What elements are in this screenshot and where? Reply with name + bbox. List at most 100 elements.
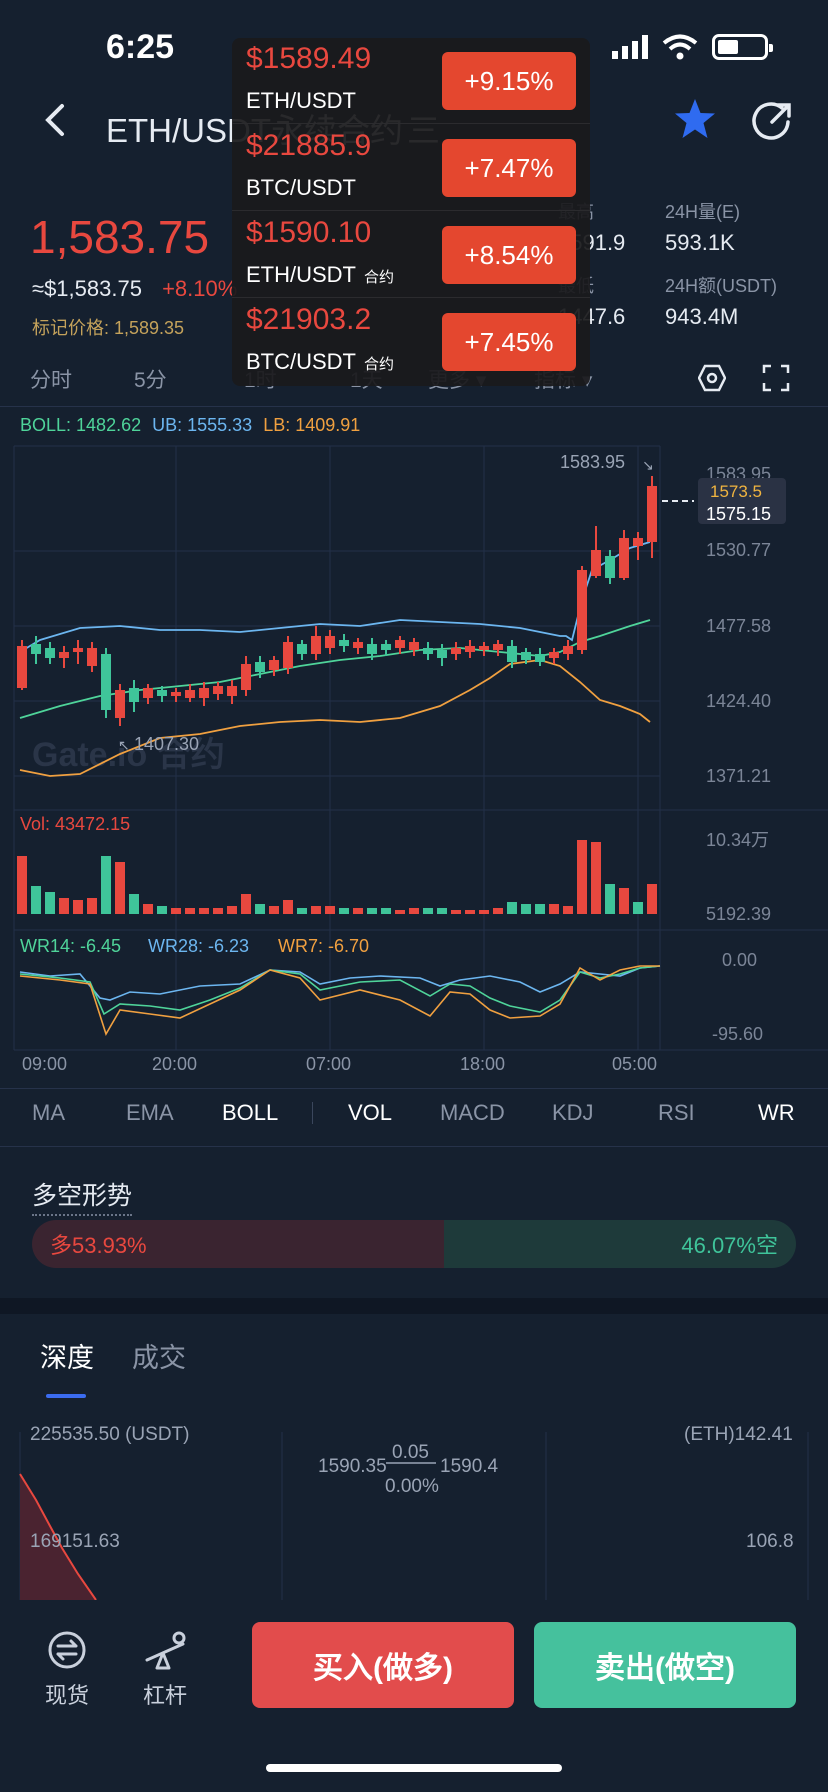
long-ratio: 多53.93% — [32, 1220, 445, 1268]
tab-vol[interactable]: VOL — [348, 1100, 393, 1125]
leverage-label: 杠杆 — [142, 1683, 187, 1708]
buy-long-button[interactable]: 买入(做多) — [252, 1622, 514, 1708]
status-time: 6:25 — [106, 28, 175, 66]
depth-spread: 0.05 — [392, 1442, 429, 1463]
depth-left-top: 225535.50 (USDT) — [30, 1424, 189, 1445]
back-arrow-icon[interactable] — [40, 100, 70, 140]
active-tab-indicator — [46, 1394, 86, 1398]
mark-price: 标记价格: 1,589.35 — [32, 318, 185, 338]
wifi-icon — [662, 34, 698, 60]
tab-rsi[interactable]: RSI — [658, 1100, 695, 1125]
high-marker-label: 1583.95 — [560, 452, 625, 472]
svg-text:1477.58: 1477.58 — [706, 616, 771, 636]
vol-usdt-value: 943.4M — [665, 304, 739, 329]
vol-e-value: 593.1K — [665, 230, 735, 255]
status-icons — [612, 34, 773, 60]
wr-axis-bottom: -95.60 — [712, 1024, 763, 1044]
exchange-icon — [48, 1631, 86, 1669]
scale-icon — [145, 1631, 186, 1670]
favorite-star-icon[interactable] — [672, 96, 718, 142]
depth-right-mid: 106.8 — [746, 1531, 794, 1552]
tab-5min[interactable]: 5分 — [134, 369, 167, 392]
share-icon[interactable] — [752, 100, 794, 142]
svg-text:WR14: -6.45: WR14: -6.45 — [20, 936, 121, 956]
settings-hex-icon[interactable] — [698, 364, 726, 392]
volume-bars — [17, 840, 657, 914]
svg-text:1371.21: 1371.21 — [706, 766, 771, 786]
svg-text:1530.77: 1530.77 — [706, 540, 771, 560]
overlay-change-badge: +9.15% — [442, 52, 576, 110]
fullscreen-icon[interactable] — [762, 364, 790, 392]
battery-icon — [712, 34, 773, 60]
depth-bid-price: 1590.35 — [318, 1456, 387, 1477]
ticker-overlay: $1589.49 ETH/USDT +9.15% $21885.9 BTC/US… — [232, 38, 590, 386]
overlay-pair: BTC/USDT 合约 — [246, 349, 395, 374]
overlay-pair: ETH/USDT — [246, 88, 356, 113]
tab-wr[interactable]: WR — [758, 1100, 795, 1125]
svg-text:WR7: -6.70: WR7: -6.70 — [278, 936, 369, 956]
overlay-pair: ETH/USDT 合约 — [246, 262, 395, 287]
svg-text:20:00: 20:00 — [152, 1054, 197, 1074]
change-percent: +8.10% — [162, 276, 238, 301]
vol-e-label: 24H量(E) — [665, 202, 741, 222]
tab-ma[interactable]: MA — [32, 1100, 65, 1125]
svg-text:07:00: 07:00 — [306, 1054, 351, 1074]
time-axis: 09:00 20:00 07:00 18:00 05:00 — [22, 1054, 657, 1074]
indicator-tabs: MA EMA BOLL VOL MACD KDJ RSI WR — [0, 1100, 828, 1142]
overlay-row[interactable]: $1590.10 ETH/USDT 合约 +8.54% — [232, 212, 590, 298]
overlay-price: $21903.2 — [246, 303, 372, 336]
high-marker-arrow-icon: ↘ — [642, 458, 654, 474]
overlay-pair: BTC/USDT — [246, 175, 356, 200]
wr-legend: WR14: -6.45 WR28: -6.23 WR7: -6.70 — [20, 936, 369, 956]
boll-ub-value: UB: 1555.33 — [152, 415, 253, 435]
tab-depth[interactable]: 深度 — [40, 1343, 94, 1373]
spot-nav[interactable]: 现货 — [32, 1630, 102, 1710]
vol-usdt-label: 24H额(USDT) — [665, 276, 778, 296]
home-indicator — [266, 1764, 562, 1772]
tab-timeline[interactable]: 分时 — [30, 369, 72, 392]
usd-price: ≈$1,583.75 — [32, 276, 142, 301]
overlay-row[interactable]: $21885.9 BTC/USDT +7.47% — [232, 125, 590, 211]
svg-text:WR28: -6.23: WR28: -6.23 — [148, 936, 249, 956]
depth-spread-pct: 0.00% — [385, 1476, 439, 1497]
boll-mid-value: BOLL: 1482.62 — [20, 415, 142, 435]
current-price-tag: 1575.15 — [706, 504, 771, 524]
sentiment-bar: 多53.93% 46.07%空 — [32, 1220, 796, 1268]
tab-macd[interactable]: MACD — [440, 1100, 505, 1125]
signal-icon — [612, 35, 648, 59]
last-price: 1,583.75 — [30, 211, 210, 263]
sentiment-title[interactable]: 多空形势 — [32, 1176, 133, 1216]
depth-left-mid: 169151.63 — [30, 1531, 120, 1552]
overlay-price: $1590.10 — [246, 216, 372, 249]
overlay-price: $21885.9 — [246, 129, 372, 162]
watermark: Gate.io 合约 — [32, 736, 225, 774]
volume-axis-top: 10.34万 — [706, 830, 769, 850]
current-mark-tag: 1573.5 — [710, 482, 762, 501]
depth-chart[interactable]: 225535.50 (USDT) (ETH)142.41 169151.63 1… — [0, 1416, 828, 1600]
kline-chart[interactable]: Gate.io 合约 — [0, 440, 828, 1080]
tab-ema[interactable]: EMA — [126, 1100, 174, 1125]
tab-kdj[interactable]: KDJ — [552, 1100, 594, 1125]
overlay-price: $1589.49 — [246, 42, 372, 75]
svg-text:1424.40: 1424.40 — [706, 691, 771, 711]
depth-ask-price: 1590.4 — [440, 1456, 499, 1477]
section-divider — [0, 1298, 828, 1314]
overlay-change-badge: +8.54% — [442, 226, 576, 284]
tab-boll[interactable]: BOLL — [222, 1100, 279, 1125]
leverage-nav[interactable]: 杠杆 — [130, 1630, 200, 1710]
usd-price-line: ≈$1,583.75 +8.10% — [32, 276, 237, 302]
wr-axis-top: 0.00 — [722, 950, 757, 970]
spot-label: 现货 — [44, 1683, 89, 1708]
overlay-row[interactable]: $21903.2 BTC/USDT 合约 +7.45% — [232, 299, 590, 385]
short-ratio: 46.07%空 — [444, 1220, 796, 1268]
volume-axis-bottom: 5192.39 — [706, 904, 771, 924]
overlay-row[interactable]: $1589.49 ETH/USDT +9.15% — [232, 38, 590, 124]
overlay-change-badge: +7.45% — [442, 313, 576, 371]
depth-right-top: (ETH)142.41 — [684, 1424, 793, 1445]
sell-short-button[interactable]: 卖出(做空) — [534, 1622, 796, 1708]
tab-trades[interactable]: 成交 — [132, 1343, 186, 1373]
boll-legend: BOLL: 1482.62 UB: 1555.33 LB: 1409.91 — [20, 415, 360, 436]
boll-lb-value: LB: 1409.91 — [263, 415, 361, 435]
overlay-change-badge: +7.47% — [442, 139, 576, 197]
svg-text:18:00: 18:00 — [460, 1054, 505, 1074]
